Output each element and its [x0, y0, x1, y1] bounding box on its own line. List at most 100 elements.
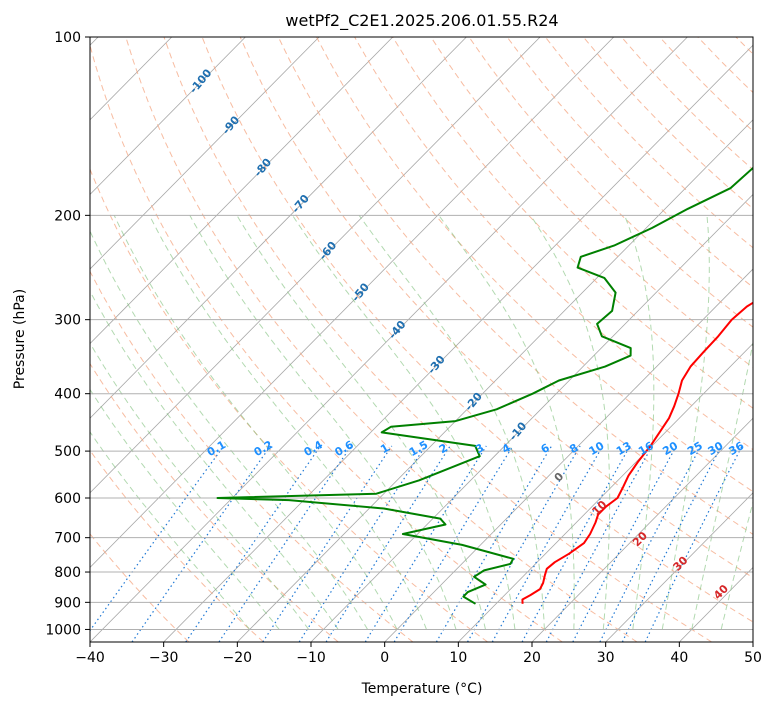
x-tick-label: 0 [380, 650, 389, 666]
isotherm-line [90, 37, 615, 568]
dry-adiabat-line [354, 37, 753, 451]
x-tick-label: 10 [449, 650, 467, 666]
x-axis-title: Temperature (°C) [361, 681, 483, 697]
moist-adiabat-line [189, 215, 457, 630]
mixing-ratio-label: 1.5 [407, 438, 430, 459]
mixing-ratio-line [262, 445, 393, 642]
moist-adiabat-line [90, 431, 251, 630]
dry-adiabat-line [659, 37, 753, 132]
x-tick-label: 50 [744, 650, 762, 666]
isotherm-line [90, 37, 394, 345]
moist-adiabat-label: 0 [552, 470, 567, 485]
dry-adiabat-line [735, 37, 753, 55]
mixing-ratio-line [466, 445, 581, 642]
dry-adiabat-label: -90 [220, 113, 243, 137]
mixing-ratio-line [131, 445, 272, 642]
y-tick-label: 100 [54, 30, 81, 46]
isotherm-line [163, 44, 753, 642]
mixing-ratio-line [521, 445, 631, 642]
mixing-ratio-label: 30 [706, 439, 726, 458]
isotherm-line [384, 268, 753, 642]
y-tick-label: 700 [54, 531, 81, 547]
series-group [216, 166, 753, 605]
dry-adiabat-line [90, 167, 488, 642]
mixing-ratio-label: 2 [437, 441, 450, 456]
moist-adiabat-line [624, 215, 655, 630]
dry-adiabat-line [697, 37, 753, 94]
x-tick-label: 30 [597, 650, 615, 666]
y-tick-label: 400 [54, 387, 81, 403]
y-tick-label: 900 [54, 595, 81, 611]
mixing-ratio-line [298, 445, 427, 642]
mixing-ratio-line [435, 445, 553, 642]
mixing-ratio-line [218, 445, 352, 642]
isotherm-line [237, 119, 753, 642]
mixing-ratio-line [393, 445, 514, 642]
y-axis-ticks: 100 200 300 400 500 600 700 800 900 1000 [45, 30, 90, 638]
x-tick-label: 20 [523, 650, 541, 666]
background-lines [90, 37, 753, 642]
mixing-ratio-label: 25 [685, 439, 705, 458]
dry-adiabat-line [392, 37, 753, 409]
x-tick-label: −20 [223, 650, 253, 666]
isotherm-line [90, 37, 688, 642]
dry-adiabat-line [90, 362, 339, 642]
mixing-ratio-label: 13 [614, 439, 634, 458]
dry-adiabat-line [506, 37, 753, 288]
mixing-ratio-line [325, 445, 451, 642]
dry-adiabat-label: -10 [507, 419, 530, 443]
x-tick-label: −10 [296, 650, 326, 666]
dry-adiabat-line [621, 37, 753, 171]
mixing-ratio-label: 10 [587, 439, 607, 458]
isotherm-line [458, 343, 753, 642]
mixing-ratio-label: 0.1 [205, 438, 228, 459]
dry-adiabat-label: -30 [425, 353, 448, 377]
mixing-ratio-label: 0.6 [333, 438, 357, 459]
mixing-ratio-label: 3 [473, 441, 486, 456]
y-tick-label: 300 [54, 313, 81, 329]
dry-adiabat-line [316, 37, 753, 493]
dry-adiabat-label: -100 [187, 66, 215, 96]
dry-adiabat-line [468, 37, 753, 328]
dry-adiabat-line [201, 37, 753, 623]
x-axis-ticks: −40 −30 −20 −10 0 10 20 30 40 50 [75, 642, 762, 666]
dry-adiabat-line [125, 37, 638, 642]
dry-adiabat-line [277, 37, 753, 535]
mixing-ratio-label: 20 [660, 439, 680, 458]
dry-adiabat-line [430, 37, 753, 369]
y-axis-title: Pressure (hPa) [12, 289, 28, 389]
grid [90, 36, 753, 630]
moist-adiabat-label: 20 [630, 529, 650, 549]
moist-adiabat-line [691, 340, 753, 630]
mixing-ratio-line [572, 445, 677, 642]
x-tick-label: −40 [75, 650, 105, 666]
isotherm-line [605, 492, 753, 642]
isotherm-line [531, 417, 753, 642]
dry-adiabat-line [90, 270, 414, 642]
dewpoint-profile-line [216, 166, 753, 605]
dry-adiabat-line [163, 37, 712, 642]
x-tick-label: 40 [670, 650, 688, 666]
mixing-ratio-line [491, 445, 604, 642]
y-tick-label: 600 [54, 491, 81, 507]
dry-adiabat-label: -70 [289, 192, 312, 216]
x-tick-label: −30 [149, 650, 179, 666]
moist-adiabat-label: 10 [589, 498, 609, 518]
y-tick-label: 500 [54, 444, 81, 460]
moist-adiabat-line [438, 215, 575, 630]
y-tick-label: 800 [54, 565, 81, 581]
dry-adiabat-label: -50 [349, 280, 372, 304]
dry-adiabat-line [90, 43, 563, 642]
dry-adiabat-label: -60 [317, 239, 340, 263]
isotherm-line [90, 37, 541, 494]
mixing-ratio-label: 0.2 [252, 438, 275, 459]
chart-title: wetPf2_C2E1.2025.206.01.55.R24 [285, 11, 558, 31]
moist-adiabat-line [720, 500, 753, 630]
temperature-profile-line [521, 301, 753, 604]
isotherm-line [679, 566, 753, 642]
y-tick-label: 1000 [45, 622, 81, 638]
mixing-ratio-line [545, 445, 653, 642]
mixing-ratio-line [185, 445, 321, 642]
isotherm-line [90, 37, 467, 419]
